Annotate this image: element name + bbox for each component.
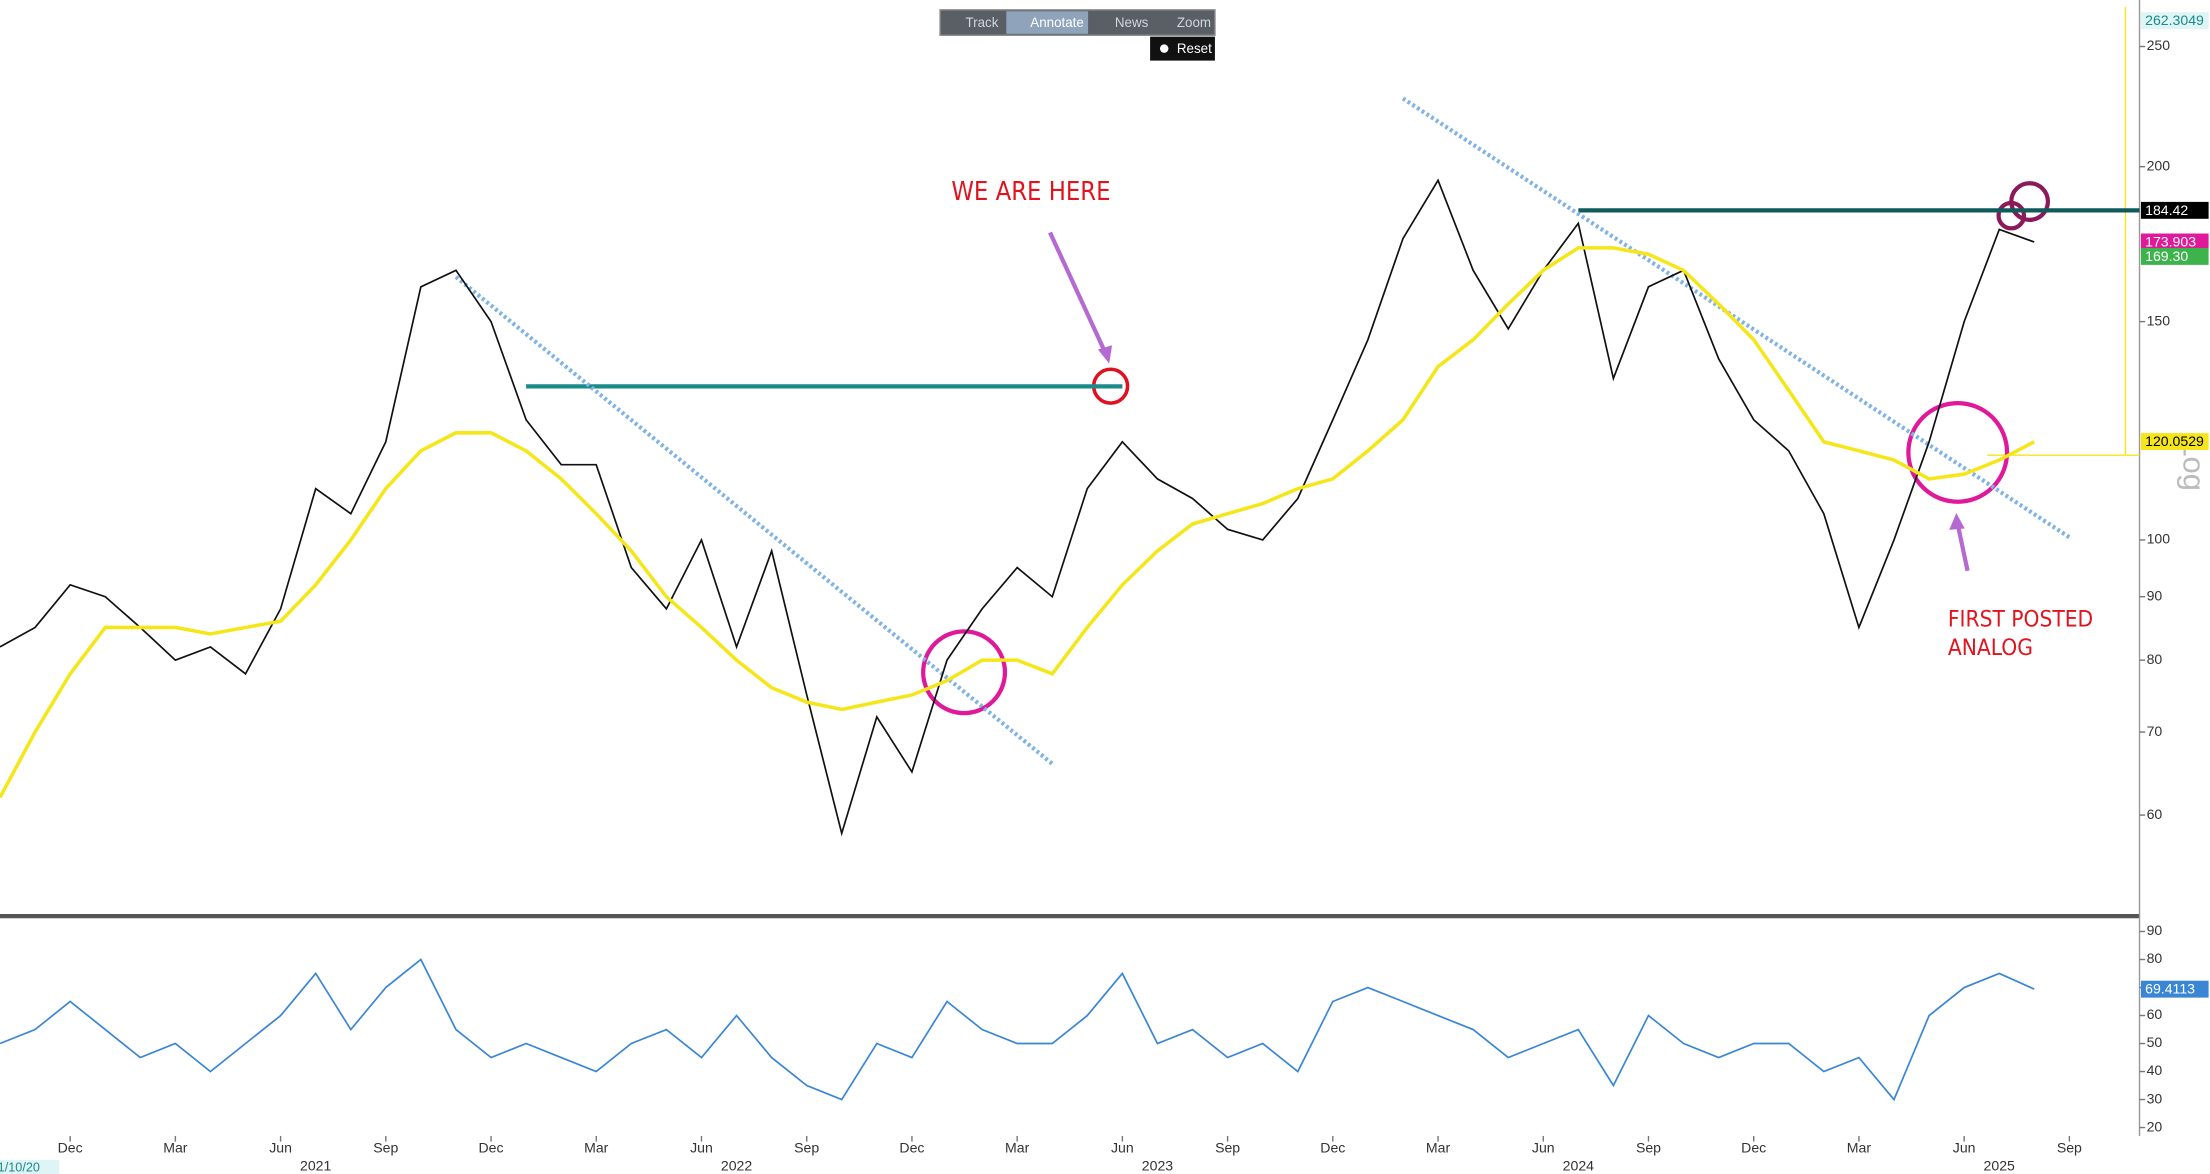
year-label: 2024 [1563,1158,1594,1174]
x-tick-label: Mar [1005,1139,1030,1155]
arrow [1048,231,1109,357]
price-tag-bg [2140,247,2209,265]
y-tick-label: 90 [2147,587,2163,603]
year-label: 2023 [1142,1158,1173,1174]
highlight-circle [1906,400,2010,504]
x-tick-label: Mar [1426,1139,1451,1155]
y2-tick-label: 90 [2147,922,2163,938]
arrow-head [1949,513,1965,530]
x-tick-label: Jun [690,1139,713,1155]
x-tick-label: Mar [163,1139,188,1155]
year-label: 2022 [721,1158,752,1174]
year-label: 2021 [300,1158,331,1174]
y-tick-label: 80 [2147,651,2163,667]
x-tick-label: Mar [1847,1139,1872,1155]
price-tag-bg [2140,433,2209,450]
x-tick-label: Mar [584,1139,609,1155]
series-line [0,178,2035,837]
x-tick-label: Sep [794,1139,819,1155]
price-tag: 184.42 [2145,202,2188,218]
series-line [0,246,2036,799]
x-tick-label: Dec [58,1139,83,1155]
arrow-head [1097,345,1113,364]
series-line [0,958,2035,1102]
x-tick-label: Sep [1636,1139,1661,1155]
x-tick-label: Dec [1320,1139,1345,1155]
price-tag: 262.3049 [2145,12,2204,28]
y2-tick-label: 30 [2147,1090,2163,1106]
y2-tick-label: 60 [2147,1006,2163,1022]
price-tag: 120.0529 [2145,433,2204,449]
y-tick-label: 150 [2147,312,2171,328]
y-tick-label: 60 [2147,806,2163,822]
x-tick-label: Dec [479,1139,504,1155]
price-tag-bg [2140,201,2209,219]
y-tick-label: 250 [2147,37,2171,53]
toolbar: Track Annotate News Zoom Reset [939,9,1216,61]
toolbar-button[interactable]: Annotate [1030,15,1084,30]
price-tag-bg [2140,12,2209,30]
start-label: 11/10/20 [0,1161,40,1174]
y-tick-label: 70 [2147,723,2163,739]
x-tick-label: Jun [1532,1139,1555,1155]
x-tick-label: Dec [899,1139,924,1155]
x-tick-label: Jun [1953,1139,1976,1155]
price-tag: 169.30 [2145,248,2188,264]
highlight-circle [1996,200,2027,231]
y2-tick-label: 20 [2147,1118,2163,1134]
price-tag-bg [2140,233,2209,251]
y-tick-label: 100 [2147,531,2171,547]
y2-tick-label: 40 [2147,1062,2163,1078]
arrow [1955,523,1970,572]
x-tick-label: Jun [269,1139,292,1155]
highlight-circle [921,629,1008,716]
y2-tick-label: 80 [2147,950,2163,966]
toolbar-button[interactable]: Zoom [1177,15,1211,30]
annotation: FIRST POSTED [1948,607,2093,633]
reset-bg [1150,36,1215,61]
highlight-circle [2009,181,2051,222]
year-label: 2025 [1984,1158,2015,1174]
price-tag: 173.903 [2145,233,2196,249]
annotation: WE ARE HERE [951,176,1110,206]
x-tick-label: Sep [2057,1139,2082,1155]
price-tag-bg [2140,980,2209,998]
reset-button[interactable]: Reset [1177,41,1212,56]
y-tick-label: 200 [2147,157,2171,173]
x-tick-label: Sep [1215,1139,1240,1155]
y2-tick-label: 50 [2147,1034,2163,1050]
annotation: ANALOG [1948,635,2033,661]
toolbar-active [1006,11,1089,34]
toolbar-button[interactable]: Track [965,15,998,30]
trendline [454,275,1054,766]
toolbar-button[interactable]: News [1115,15,1149,30]
reset-icon [1159,44,1169,53]
price-tag: 69.4113 [2145,981,2195,997]
x-tick-label: Jun [1111,1139,1134,1155]
start-label-bg [0,1159,60,1174]
x-tick-label: Sep [373,1139,398,1155]
x-tick-label: Dec [1741,1139,1766,1155]
